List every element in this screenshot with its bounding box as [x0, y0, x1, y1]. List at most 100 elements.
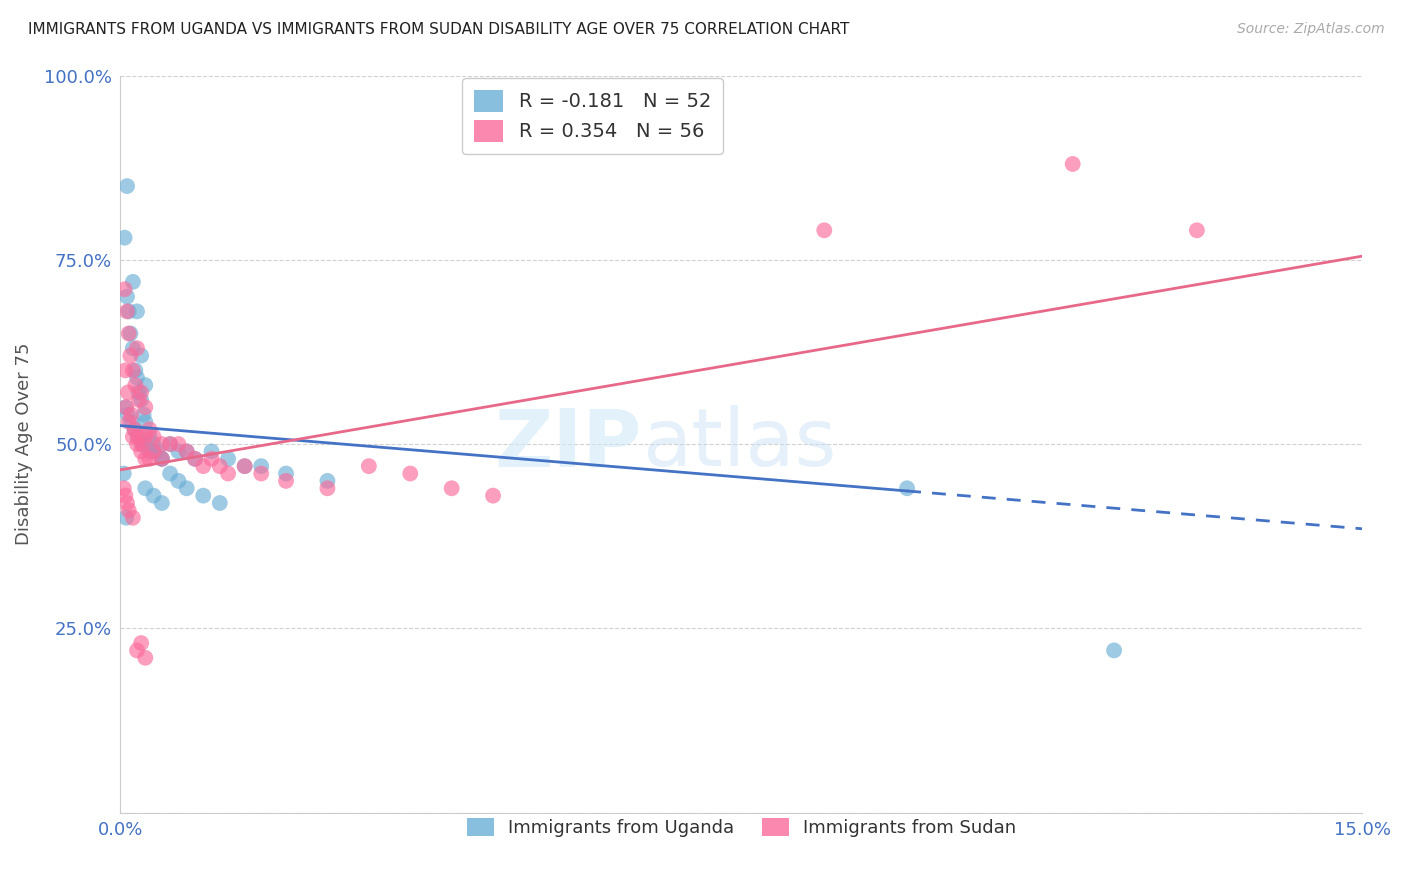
Point [159, 467, 181, 481]
Point [193, 459, 215, 474]
Point [134, 437, 156, 451]
Point [316, 481, 339, 495]
Point [176, 481, 198, 495]
Point [217, 467, 239, 481]
Point [159, 437, 181, 451]
Point [129, 444, 152, 458]
Point [316, 474, 339, 488]
Point [482, 489, 505, 503]
Point [117, 408, 139, 422]
Point [233, 459, 256, 474]
Point [200, 451, 222, 466]
Point [118, 503, 141, 517]
Point [117, 385, 139, 400]
Point [129, 385, 152, 400]
Point [120, 326, 142, 341]
Point [138, 430, 160, 444]
Point [193, 489, 215, 503]
Point [134, 378, 156, 392]
Point [129, 349, 152, 363]
Point [233, 459, 256, 474]
Point [125, 643, 148, 657]
Point [813, 223, 835, 237]
Point [217, 451, 239, 466]
Point [184, 451, 207, 466]
Point [114, 282, 136, 296]
Point [184, 451, 207, 466]
Point [208, 459, 231, 474]
Text: IMMIGRANTS FROM UGANDA VS IMMIGRANTS FROM SUDAN DISABILITY AGE OVER 75 CORRELATI: IMMIGRANTS FROM UGANDA VS IMMIGRANTS FRO… [28, 22, 849, 37]
Point [129, 636, 152, 650]
Point [150, 496, 173, 510]
Point [124, 378, 146, 392]
Point [115, 496, 138, 510]
Point [121, 341, 143, 355]
Point [134, 481, 156, 495]
Point [121, 510, 143, 524]
Point [127, 430, 149, 444]
Point [138, 451, 160, 466]
Point [131, 437, 153, 451]
Point [142, 444, 165, 458]
Point [250, 467, 273, 481]
Point [274, 467, 297, 481]
Point [176, 444, 198, 458]
Text: Source: ZipAtlas.com: Source: ZipAtlas.com [1237, 22, 1385, 37]
Point [128, 385, 150, 400]
Point [128, 392, 150, 407]
Point [250, 459, 273, 474]
Point [125, 370, 148, 384]
Point [129, 392, 152, 407]
Text: atlas: atlas [643, 405, 837, 483]
Point [114, 400, 136, 414]
Point [150, 451, 173, 466]
Point [115, 400, 138, 414]
Point [176, 444, 198, 458]
Y-axis label: Disability Age Over 75: Disability Age Over 75 [15, 343, 32, 545]
Point [159, 437, 181, 451]
Point [134, 400, 156, 414]
Point [121, 430, 143, 444]
Point [115, 290, 138, 304]
Point [150, 437, 173, 451]
Point [114, 363, 136, 377]
Point [118, 415, 141, 429]
Point [150, 451, 173, 466]
Point [134, 415, 156, 429]
Point [125, 304, 148, 318]
Point [121, 363, 143, 377]
Point [125, 437, 148, 451]
Point [134, 650, 156, 665]
Point [1062, 157, 1084, 171]
Point [131, 437, 153, 451]
Text: ZIP: ZIP [495, 405, 643, 483]
Point [142, 444, 165, 458]
Point [114, 489, 136, 503]
Point [138, 444, 160, 458]
Point [118, 304, 141, 318]
Point [124, 363, 146, 377]
Point [150, 451, 173, 466]
Point [200, 444, 222, 458]
Point [167, 474, 190, 488]
Point [167, 444, 190, 458]
Point [132, 408, 155, 422]
Point [112, 467, 135, 481]
Point [1185, 223, 1208, 237]
Point [138, 422, 160, 436]
Point [124, 422, 146, 436]
Point [274, 474, 297, 488]
Point [357, 459, 380, 474]
Point [208, 496, 231, 510]
Point [127, 430, 149, 444]
Point [115, 510, 138, 524]
Point [142, 489, 165, 503]
Point [115, 304, 138, 318]
Point [142, 430, 165, 444]
Point [115, 179, 138, 194]
Point [142, 437, 165, 451]
Point [399, 467, 422, 481]
Point [134, 430, 156, 444]
Point [146, 444, 169, 458]
Point [120, 349, 142, 363]
